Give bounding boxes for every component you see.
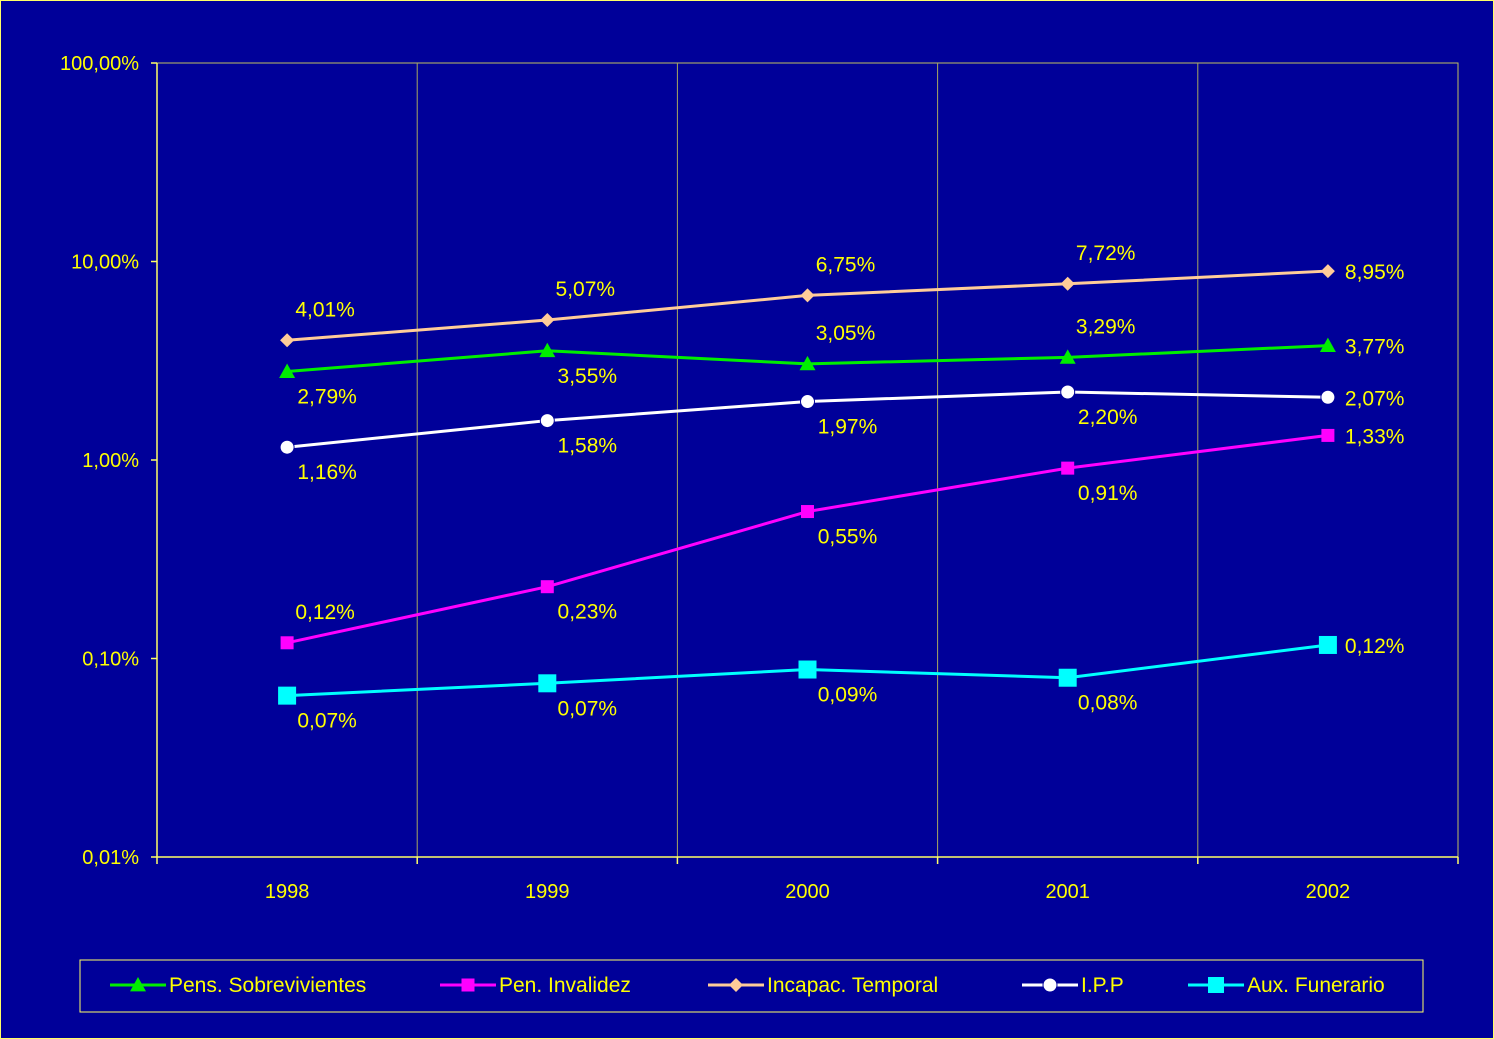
data-point-pen-invalidez	[540, 580, 554, 594]
data-label-pens-sobrevivientes: 3,77%	[1345, 336, 1405, 359]
series-line-pen-invalidez	[286, 433, 1329, 645]
data-point-i-p-p	[539, 413, 555, 429]
data-point-pen-invalidez	[1321, 428, 1335, 442]
legend-label-pens-sobrevivientes: Pens. Sobrevivientes	[169, 974, 366, 997]
y-tick-label: 0,10%	[82, 649, 139, 671]
data-label-pens-sobrevivientes: 3,29%	[1076, 315, 1136, 338]
plot-border	[157, 62, 1459, 857]
data-point-aux-funerario	[1058, 668, 1077, 687]
data-point-pen-invalidez	[280, 636, 294, 650]
legend-label-pen-invalidez: Pen. Invalidez	[499, 974, 631, 997]
data-point-i-p-p	[800, 394, 815, 410]
y-tick-label: 1,00%	[82, 450, 139, 472]
y-tick-label: 10,00%	[71, 252, 139, 274]
data-point-pens-sobrevivientes	[539, 342, 556, 358]
data-point-pens-sobrevivientes	[1059, 349, 1076, 364]
y-tick-label: 100,00%	[60, 53, 139, 75]
legend-marker-aux-funerario	[1208, 977, 1224, 993]
data-point-aux-funerario	[538, 674, 557, 693]
data-point-pens-sobrevivientes	[1319, 337, 1336, 352]
data-label-pens-sobrevivientes: 3,05%	[816, 322, 876, 345]
legend-label-aux-funerario: Aux. Funerario	[1247, 974, 1385, 997]
x-tick-label: 2001	[1045, 881, 1090, 903]
data-label-incapac-temporal: 4,01%	[295, 298, 355, 321]
legend-label-i-p-p: I.P.P	[1081, 974, 1124, 997]
data-label-pens-sobrevivientes: 3,55%	[558, 365, 618, 388]
x-tick-label: 2002	[1306, 881, 1351, 903]
data-point-pens-sobrevivientes	[279, 363, 296, 378]
data-label-incapac-temporal: 5,07%	[556, 278, 616, 301]
data-label-i-p-p: 2,07%	[1345, 387, 1405, 410]
data-label-incapac-temporal: 8,95%	[1345, 261, 1405, 284]
data-point-pen-invalidez	[801, 505, 814, 519]
legend-marker-pens-sobrevivientes	[130, 977, 146, 992]
data-label-incapac-temporal: 6,75%	[816, 253, 876, 276]
data-point-aux-funerario	[798, 660, 817, 679]
data-label-pen-invalidez: 0,55%	[818, 526, 878, 549]
legend-box	[79, 959, 1424, 1013]
data-label-aux-funerario: 0,09%	[818, 684, 878, 707]
data-point-incapac-temporal	[800, 288, 815, 303]
data-label-aux-funerario: 0,07%	[558, 697, 618, 720]
legend-marker-incapac-temporal	[729, 978, 743, 992]
data-point-pen-invalidez	[1061, 461, 1075, 475]
data-label-aux-funerario: 0,12%	[1345, 635, 1405, 658]
data-point-incapac-temporal	[540, 313, 555, 328]
data-label-pen-invalidez: 1,33%	[1345, 425, 1405, 448]
data-label-pens-sobrevivientes: 2,79%	[297, 386, 357, 409]
data-point-aux-funerario	[1318, 635, 1337, 654]
data-point-i-p-p	[279, 439, 295, 455]
series-line-incapac-temporal	[286, 269, 1328, 342]
data-label-i-p-p: 1,58%	[558, 435, 618, 458]
x-tick-label: 1999	[525, 881, 570, 903]
data-label-aux-funerario: 0,07%	[297, 710, 357, 733]
x-tick-label: 2000	[785, 881, 830, 903]
x-tick-label: 1998	[265, 881, 310, 903]
data-point-i-p-p	[1320, 389, 1336, 405]
data-label-i-p-p: 2,20%	[1078, 406, 1138, 429]
data-label-incapac-temporal: 7,72%	[1076, 242, 1136, 265]
data-label-pen-invalidez: 0,12%	[295, 601, 355, 624]
legend-marker-pen-invalidez	[461, 978, 475, 992]
data-label-pen-invalidez: 0,91%	[1078, 482, 1138, 505]
legend-label-incapac-temporal: Incapac. Temporal	[767, 974, 938, 997]
data-label-i-p-p: 1,16%	[297, 461, 357, 484]
data-label-pen-invalidez: 0,23%	[558, 601, 618, 624]
data-point-i-p-p	[1060, 384, 1076, 400]
y-tick-label: 0,01%	[82, 847, 139, 869]
data-point-pens-sobrevivientes	[799, 355, 816, 371]
data-point-aux-funerario	[278, 686, 297, 705]
data-point-incapac-temporal	[1320, 264, 1335, 279]
data-point-incapac-temporal	[280, 333, 295, 348]
legend-marker-i-p-p	[1042, 977, 1058, 993]
data-point-incapac-temporal	[1060, 276, 1075, 291]
data-label-i-p-p: 1,97%	[818, 416, 878, 439]
data-label-aux-funerario: 0,08%	[1078, 692, 1138, 715]
